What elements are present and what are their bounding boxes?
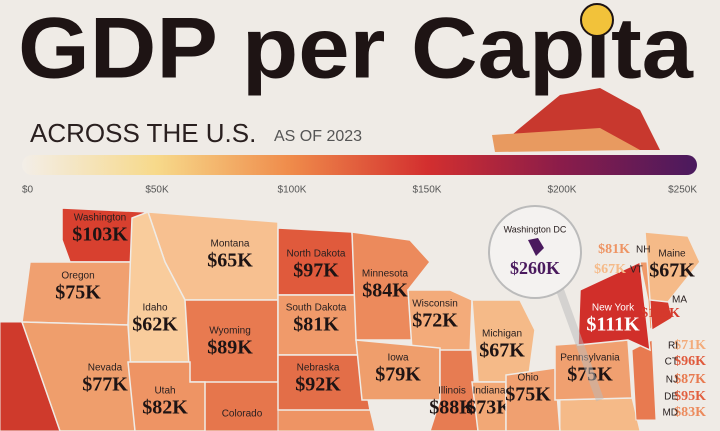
state-name: Nevada [88,363,123,374]
state-name: Michigan [482,329,522,340]
callout-name: Washington DC [504,224,567,234]
state-name: Montana [211,239,250,250]
state-region [277,354,371,411]
state-abbr: VT [630,265,643,276]
coin-icon [580,3,614,37]
state-abbr: MA [672,295,687,306]
state-value: $71K [674,338,706,353]
state-value: $79K [375,364,421,386]
state-name: New York [592,303,635,314]
state-value: $96K [674,354,706,369]
state-region [0,321,61,431]
scale-tick-label: $250K [668,185,697,196]
state-name: North Dakota [287,249,346,260]
callout-value: $260K [510,258,560,278]
state-region [505,367,561,431]
state-value: $67K [594,262,626,277]
scale-tick-label: $50K [145,185,169,196]
state-region [471,381,507,431]
state-region [631,339,657,421]
state-value: $103K [72,224,128,246]
state-region [471,299,536,383]
state-region [277,409,376,431]
state-abbr: CT [665,357,678,368]
state-value: $77K [82,374,128,396]
state-value: $75K [505,384,551,406]
state-value: $67K [479,340,525,362]
state-name: Illinois [438,386,466,397]
state-region [127,361,206,431]
state-abbr: NH [636,245,650,256]
scale-tick-label: $200K [548,185,577,196]
dc-shape [528,238,544,256]
state-name: Minnesota [362,269,409,280]
state-value: $72K [412,310,458,332]
state-region [204,381,279,431]
state-name: Nebraska [297,363,340,374]
state-region [20,321,136,431]
subtitle: ACROSS THE U.S. [30,118,256,148]
scale-tick-label: $0 [22,185,34,196]
state-name: Iowa [387,353,409,364]
state-abbr: DE [664,392,678,403]
state-value: $92K [295,374,341,396]
state-name: South Dakota [286,303,347,314]
state-region [407,289,473,356]
state-value: $89K [207,337,253,359]
state-value: $81K [293,314,339,336]
as-of: AS OF 2023 [274,128,362,145]
state-value: $62K [132,314,178,336]
state-value: $87K [674,372,706,387]
state-name: Maine [658,249,686,260]
state-region [429,349,479,431]
state-value: $105K [641,306,680,321]
state-name: Pennsylvania [560,353,620,364]
state-name: Ohio [517,373,539,384]
state-value: $75K [55,282,101,304]
state-abbr: RI [668,341,678,352]
scale-tick-label: $150K [413,185,442,196]
state-name: Idaho [142,303,167,314]
state-value: $95K [674,389,706,404]
state-name: Indiana [473,386,506,397]
state-value: $82K [142,397,188,419]
state-value: $81K [598,242,630,257]
state-name: Colorado [222,409,263,420]
state-name: Oregon [61,271,94,282]
state-region [559,397,641,431]
scale-tick-label: $100K [278,185,307,196]
state-value: $73K [466,397,512,419]
state-abbr: MD [662,408,678,419]
state-region [644,231,701,303]
state-name: Wyoming [209,326,251,337]
state-value: $83K [674,405,706,420]
state-name: Washington [74,213,126,224]
state-value: $67K [649,260,695,282]
color-scale [22,155,697,175]
state-value: $97K [293,260,339,282]
person-illustration [492,88,660,152]
callout-leader [556,288,604,402]
state-abbr: NJ [666,375,678,386]
state-name: Wisconsin [412,299,458,310]
state-value: $65K [207,250,253,272]
state-value: $84K [362,280,408,302]
state-name: Utah [154,386,175,397]
state-value: $111K [586,314,640,336]
state-value: $88K [429,397,475,419]
